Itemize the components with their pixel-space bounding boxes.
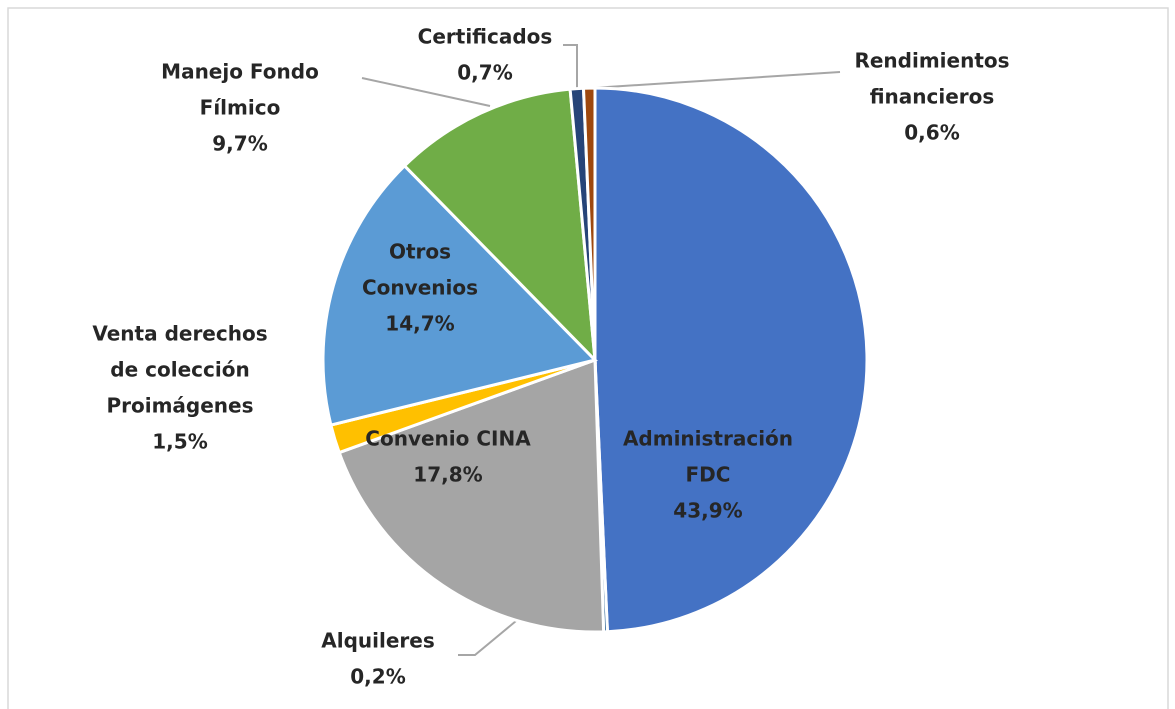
leader-line (361, 77, 491, 107)
leader-line (458, 620, 517, 656)
slice-label: Convenio CINA (365, 427, 531, 451)
value-label: 0,2% (350, 665, 405, 689)
slice-label: Administración (623, 427, 793, 451)
slice-label: Manejo Fondo (161, 60, 319, 84)
slice-label: Otros (389, 240, 451, 264)
pie-slice (337, 357, 606, 634)
leader-line (591, 71, 841, 89)
slice-label: FDC (686, 463, 731, 487)
pie-slice (581, 86, 597, 361)
value-label: 9,7% (212, 132, 267, 156)
value-label: 0,7% (457, 61, 512, 85)
value-label: 1,5% (152, 430, 207, 454)
pie-slice (593, 86, 869, 634)
slice-label: Rendimientos (854, 49, 1009, 73)
slice-label: Fílmico (200, 96, 281, 120)
value-label: 0,6% (904, 121, 959, 145)
slice-label: Certificados (418, 25, 553, 49)
pie-slice (321, 163, 598, 427)
value-label: 14,7% (385, 312, 454, 336)
value-label: 17,8% (413, 463, 482, 487)
slice-label: Venta derechos (92, 322, 267, 346)
slice-label: Alquileres (321, 629, 435, 653)
leader-line (563, 44, 578, 88)
slice-label: de colección (110, 358, 249, 382)
slice-label: Convenios (362, 276, 478, 300)
slice-label: financieros (870, 85, 995, 109)
pie-slice (402, 87, 597, 365)
value-label: 43,9% (673, 499, 742, 523)
slice-label: Proimágenes (106, 394, 253, 418)
